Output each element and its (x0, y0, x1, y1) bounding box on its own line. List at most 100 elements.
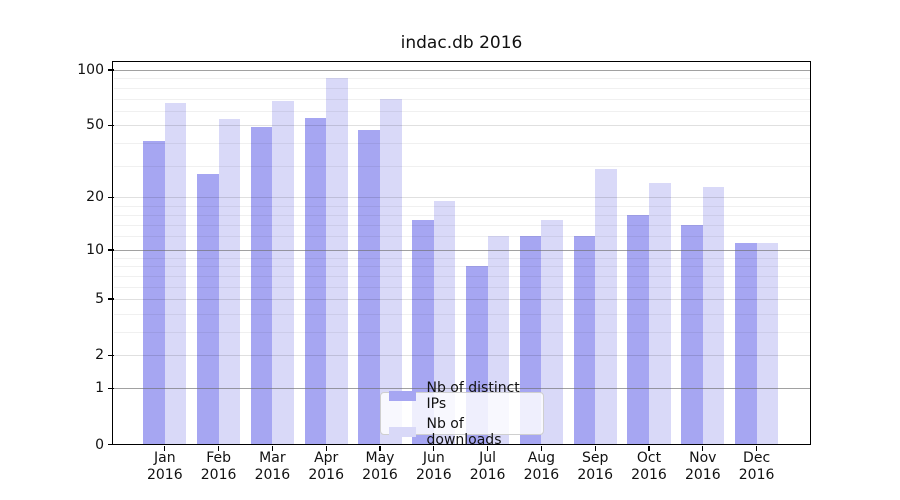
xtick-label-apr: Apr 2016 (296, 450, 356, 483)
xtick-month-apr: Apr (314, 450, 339, 466)
xtick-year-oct: 2016 (631, 466, 667, 483)
gridline-50 (113, 125, 810, 127)
xtick-year-jan: 2016 (146, 466, 183, 483)
xtick-year-nov: 2016 (684, 466, 721, 483)
ytick-label-10: 10 (86, 241, 104, 258)
xtick-year-feb: 2016 (200, 466, 237, 483)
bar-nb-of-distinct-ips-mar (250, 127, 273, 445)
xtick-mark-jun (433, 446, 435, 451)
xtick-month-jul: Jul (479, 450, 497, 466)
xtick-month-jan: Jan (154, 450, 176, 466)
xtick-month-oct: Oct (636, 450, 662, 466)
xtick-month-feb: Feb (206, 450, 231, 466)
bar-nb-of-distinct-ips-jan (143, 141, 165, 445)
bar-nb-of-distinct-ips-oct (627, 214, 649, 445)
xtick-label-dec: Dec 2016 (727, 450, 787, 483)
gridline-minor-4 (113, 313, 810, 315)
xtick-year-mar: 2016 (254, 466, 291, 483)
gridline-minor-7 (113, 275, 810, 277)
legend: Nb of distinct IPs Nb of downloads (379, 380, 544, 448)
xtick-month-sep: Sep (581, 450, 609, 466)
xtick-mark-dec (755, 446, 758, 451)
bar-nb-of-distinct-ips-apr (304, 117, 327, 445)
ytick-mark-10 (107, 249, 114, 251)
bar-nb-of-downloads-jun (433, 201, 456, 445)
bar-nb-of-distinct-ips-feb (197, 174, 219, 445)
xtick-mark-may (379, 446, 381, 451)
bar-nb-of-distinct-ips-jun (412, 219, 434, 445)
gridline-minor-8 (113, 266, 810, 268)
ytick-label-50: 50 (86, 117, 104, 134)
legend-label-distinct-ips: Nb of distinct IPs (426, 379, 520, 412)
gridline-minor-6 (113, 286, 810, 288)
bar-nb-of-distinct-ips-sep (573, 236, 596, 445)
xtick-month-aug: Aug (527, 450, 556, 466)
gridline-minor-90 (113, 78, 810, 80)
gridline-minor-12 (113, 236, 810, 238)
xtick-mark-aug (540, 446, 543, 451)
ytick-mark-100 (107, 69, 114, 71)
gridline-minor-80 (113, 87, 810, 89)
gridline-minor-30 (113, 165, 810, 167)
gridline-minor-40 (113, 143, 810, 145)
bar-nb-of-distinct-ips-nov (681, 224, 703, 445)
legend-row-distinct-ips: Nb of distinct IPs (388, 379, 535, 412)
xtick-year-jul: 2016 (469, 466, 506, 483)
bar-nb-of-downloads-mar (272, 100, 294, 445)
gridline-1 (113, 388, 810, 390)
xtick-label-jun: Jun 2016 (404, 450, 464, 483)
ytick-label-0: 0 (95, 436, 104, 453)
xtick-label-jul: Jul 2016 (458, 450, 518, 483)
ytick-mark-2 (107, 354, 114, 357)
gridline-minor-14 (113, 224, 810, 226)
bar-nb-of-downloads-feb (218, 119, 241, 445)
ytick-mark-50 (107, 124, 114, 127)
xtick-label-oct: Oct 2016 (619, 450, 679, 483)
gridline-minor-18 (113, 205, 810, 207)
bar-nb-of-downloads-nov (702, 186, 725, 445)
xtick-mark-feb (217, 446, 220, 451)
chart-title: indac.db 2016 (400, 33, 523, 53)
ytick-label-100: 100 (77, 62, 104, 78)
bar-nb-of-downloads-may (380, 98, 402, 445)
xtick-label-feb: Feb 2016 (189, 450, 249, 483)
bar-nb-of-downloads-sep (595, 168, 617, 445)
xtick-mark-jan (164, 446, 166, 451)
xtick-month-dec: Dec (743, 450, 771, 466)
xtick-year-sep: 2016 (577, 466, 613, 483)
xtick-label-nov: Nov 2016 (673, 450, 733, 483)
legend-swatch-downloads (388, 426, 416, 437)
xtick-year-dec: 2016 (738, 466, 775, 483)
xtick-mark-apr (325, 446, 327, 451)
xtick-label-mar: Mar 2016 (242, 450, 302, 483)
xtick-label-may: May 2016 (350, 450, 410, 483)
xtick-mark-sep (594, 446, 596, 451)
xtick-month-mar: Mar (259, 450, 286, 466)
gridline-20 (113, 197, 810, 199)
ytick-label-1: 1 (95, 380, 104, 397)
plot-area: Nb of distinct IPs Nb of downloads (112, 60, 811, 448)
bar-nb-of-downloads-dec (756, 242, 779, 445)
xtick-year-apr: 2016 (308, 466, 344, 483)
xtick-month-jun: Jun (422, 450, 445, 466)
xtick-year-jun: 2016 (415, 466, 452, 483)
bar-nb-of-downloads-jan (164, 103, 187, 445)
gridline-minor-9 (113, 257, 810, 259)
xtick-mark-nov (702, 446, 704, 451)
gridline-minor-16 (113, 214, 810, 216)
legend-swatch-distinct-ips (388, 390, 416, 401)
ytick-label-5: 5 (95, 291, 104, 308)
ytick-label-20: 20 (86, 189, 104, 206)
bar-nb-of-downloads-apr (326, 77, 348, 445)
bar-nb-of-distinct-ips-may (358, 130, 380, 445)
gridline-100 (113, 70, 810, 71)
ytick-mark-20 (107, 196, 114, 199)
bar-nb-of-distinct-ips-dec (735, 242, 757, 445)
ytick-label-2: 2 (95, 347, 104, 364)
gridline-2 (113, 355, 810, 357)
xtick-month-nov: Nov (689, 450, 717, 466)
ytick-mark-0 (107, 443, 114, 446)
ytick-mark-1 (107, 387, 114, 389)
legend-row-downloads: Nb of downloads (388, 416, 535, 448)
